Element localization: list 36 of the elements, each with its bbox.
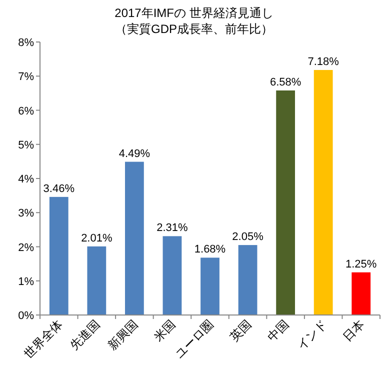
y-tick-label: 1%	[18, 276, 34, 288]
bar	[276, 90, 295, 315]
y-tick-label: 4%	[18, 174, 34, 186]
bar	[87, 246, 106, 315]
data-label: 6.58%	[270, 76, 302, 88]
data-label: 2.05%	[232, 231, 264, 244]
x-tick-label: 先進国	[67, 317, 103, 353]
data-label: 1.25%	[346, 258, 377, 270]
bar	[125, 162, 144, 315]
data-label: 4.49%	[118, 148, 150, 160]
y-tick-label: 5%	[18, 139, 34, 152]
y-tick-label: 6%	[18, 105, 34, 118]
x-tick-label: 米国	[151, 317, 178, 344]
y-tick-label: 2%	[18, 242, 34, 254]
x-tick-label: 英国	[227, 317, 254, 344]
x-tick-label: 日本	[340, 317, 368, 344]
bar	[352, 272, 371, 315]
y-tick-label: 7%	[18, 71, 34, 84]
x-tick-label: 新興国	[105, 317, 141, 353]
chart-subtitle: （実質GDP成長率、前年比）	[114, 22, 274, 36]
chart-title: 2017年IMFの 世界経済見通し	[114, 6, 274, 20]
data-label: 2.31%	[156, 222, 188, 234]
x-tick-label: インド	[294, 317, 330, 353]
data-label: 1.68%	[194, 244, 226, 256]
bar	[238, 245, 258, 315]
data-label: 3.46%	[43, 182, 75, 195]
bar	[162, 236, 182, 315]
y-tick-label: 0%	[18, 310, 34, 322]
data-label: 7.18%	[308, 56, 340, 68]
bar	[200, 258, 220, 315]
bar	[49, 196, 68, 315]
bar	[314, 70, 333, 315]
y-tick-label: 3%	[18, 208, 34, 220]
data-label: 2.01%	[81, 232, 112, 244]
x-tick-label: 中国	[264, 317, 292, 344]
y-tick-label: 8%	[18, 37, 34, 49]
